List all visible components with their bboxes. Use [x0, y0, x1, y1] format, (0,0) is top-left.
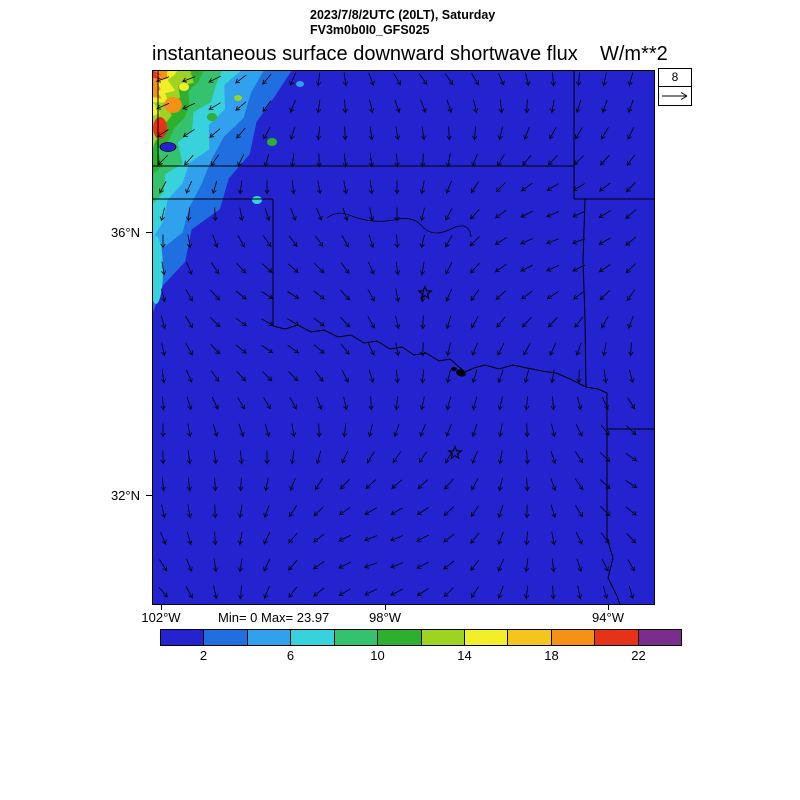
- city-star-marker: [447, 444, 463, 460]
- valid-time-label: 2023/7/8/2UTC (20LT), Saturday: [310, 8, 496, 22]
- city-star-marker: [417, 284, 433, 300]
- colorbar-segment: [291, 630, 335, 645]
- axis-tick: [385, 605, 386, 610]
- units-label: W/m**2: [600, 43, 668, 65]
- lon-axis-label: 102°W: [141, 610, 181, 625]
- colorbar-tick-label: 14: [457, 648, 472, 663]
- colorbar-tick-label: 18: [544, 648, 559, 663]
- lon-axis-label: 94°W: [592, 610, 624, 625]
- flux-patch: [296, 81, 304, 87]
- colorbar-segment: [421, 630, 465, 645]
- lake-shape: [159, 142, 177, 152]
- reference-arrow-icon: [662, 92, 688, 100]
- flux-patch: [164, 97, 182, 113]
- lat-axis-label: 36°N: [110, 225, 140, 240]
- flux-map-canvas: [152, 70, 655, 605]
- reference-vector-value: 8: [659, 69, 691, 87]
- flux-patch: [179, 83, 189, 91]
- colorbar-segment: [204, 630, 248, 645]
- colorbar-ticks: 2 6 10 14 18 22: [160, 648, 682, 664]
- map-frame: [152, 70, 655, 605]
- axis-tick: [146, 232, 152, 233]
- axis-tick: [146, 495, 152, 496]
- river-line: [326, 212, 472, 238]
- colorbar-segment: [247, 630, 292, 645]
- axis-tick: [161, 605, 162, 610]
- colorbar-segment: [638, 630, 682, 645]
- plot-header: 2023/7/8/2UTC (20LT), Saturday FV3m0b0I0…: [310, 8, 495, 38]
- colorbar-segment: [464, 630, 509, 645]
- map-plot: [152, 70, 655, 605]
- flux-patch: [152, 236, 163, 304]
- flux-patch: [252, 196, 262, 204]
- flux-patch: [153, 117, 167, 139]
- colorbar-segment: [551, 630, 596, 645]
- colorbar-segment: [595, 630, 639, 645]
- colorbar-segment: [508, 630, 552, 645]
- flux-patch: [207, 113, 217, 121]
- lat-axis-label: 32°N: [110, 488, 140, 503]
- colorbar-segment: [161, 630, 205, 645]
- lake-texoma-shape: [451, 367, 457, 371]
- colorbar: [160, 629, 682, 646]
- colorbar-segment: [378, 630, 422, 645]
- model-label: FV3m0b0I0_GFS025: [310, 23, 430, 37]
- minmax-label: Min= 0 Max= 23.97: [218, 610, 330, 625]
- lon-axis-label: 98°W: [369, 610, 401, 625]
- flux-patch: [267, 138, 277, 146]
- colorbar-tick-label: 10: [370, 648, 385, 663]
- lake-texoma-shape: [456, 369, 466, 377]
- colorbar-tick-label: 22: [631, 648, 646, 663]
- axis-tick: [608, 605, 609, 610]
- plot-title: instantaneous surface downward shortwave…: [152, 43, 578, 65]
- colorbar-segment: [334, 630, 379, 645]
- flux-patch: [234, 95, 242, 101]
- state-borders: [152, 70, 655, 605]
- reference-vector-box: 8: [658, 68, 692, 106]
- wind-vectors: [155, 72, 638, 600]
- colorbar-tick-label: 6: [286, 648, 295, 663]
- colorbar-tick-label: 2: [199, 648, 208, 663]
